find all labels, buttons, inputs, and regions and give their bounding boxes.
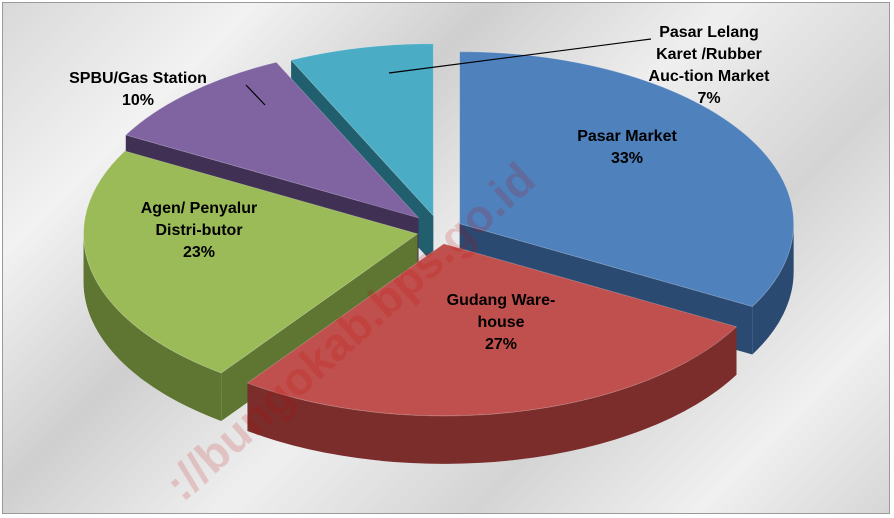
pie-slice-side: [752, 223, 794, 355]
leader-line: [388, 38, 652, 74]
pie-slice: [290, 43, 434, 217]
pie-slice: [124, 61, 420, 219]
pie-slice-side: [83, 233, 222, 422]
pie-slice: [246, 243, 738, 417]
slice-label: Agen/ Penyalur Distri-butor 23%: [141, 200, 257, 261]
pie-slice: [83, 150, 419, 374]
pie-chart: Pasar Market 33% Gudang Ware-house 27% Agen/…: [69, 24, 795, 510]
slice-label: SPBU/Gas Station 10%: [69, 70, 207, 109]
leader-line: [245, 84, 266, 106]
slice-label: Pasar Market 33%: [577, 128, 677, 167]
slice-label: Pasar Lelang Karet /Rubber Auc-tion Market…: [649, 24, 771, 107]
slice-label: Gudang Ware-house 27%: [447, 292, 556, 353]
pie-slice: [459, 51, 795, 307]
pie-slice-side: [247, 326, 737, 464]
